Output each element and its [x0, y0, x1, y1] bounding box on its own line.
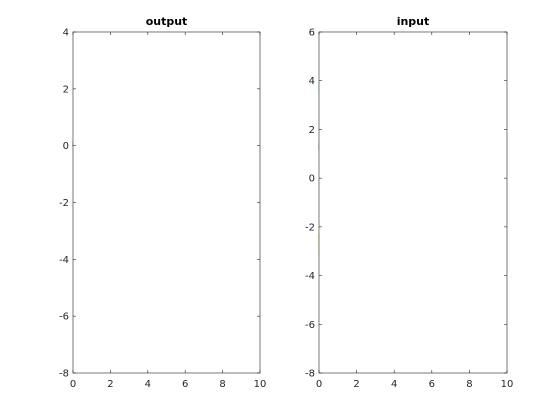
axes-box [318, 31, 508, 374]
y-tick-label: 4 [63, 28, 69, 39]
y-tick-label: -6 [59, 312, 69, 323]
x-tick-label: 0 [316, 379, 322, 390]
y-tick-label: 2 [309, 125, 315, 136]
x-tick-label: 2 [353, 379, 359, 390]
x-tick-label: 2 [107, 379, 113, 390]
chart-title: output [146, 15, 188, 28]
x-tick-label: 8 [466, 379, 472, 390]
y-tick-label: -6 [305, 320, 315, 331]
x-tick-label: 4 [145, 379, 151, 390]
y-tick-label: 4 [309, 76, 315, 87]
y-tick-label: -2 [305, 222, 315, 233]
x-tick-label: 4 [391, 379, 397, 390]
chart-title: input [397, 15, 430, 28]
x-tick-label: 0 [70, 379, 76, 390]
chart-panel-output: 0 2 4 6 8 10 -8 -6 -4 -2 0 2 4 output [59, 15, 266, 390]
y-tick-label: 0 [309, 174, 315, 185]
y-tick-label: 0 [63, 141, 69, 152]
y-tick-label: 2 [63, 84, 69, 95]
y-tick-label: -8 [305, 369, 315, 380]
axes-box [72, 31, 261, 374]
y-tick-label: -2 [59, 198, 69, 209]
x-tick-label: 10 [501, 379, 514, 390]
x-tick-label: 6 [182, 379, 188, 390]
x-tick-label: 6 [429, 379, 435, 390]
y-tick-label: 6 [309, 28, 315, 39]
chart-panel-input: 0 2 4 6 8 10 -8 -6 -4 -2 0 2 4 6 input [305, 15, 513, 390]
y-tick-label: -4 [59, 255, 69, 266]
x-tick-label: 10 [254, 379, 267, 390]
y-tick-label: -8 [59, 369, 69, 380]
y-tick-label: -4 [305, 271, 315, 282]
x-tick-label: 8 [219, 379, 225, 390]
